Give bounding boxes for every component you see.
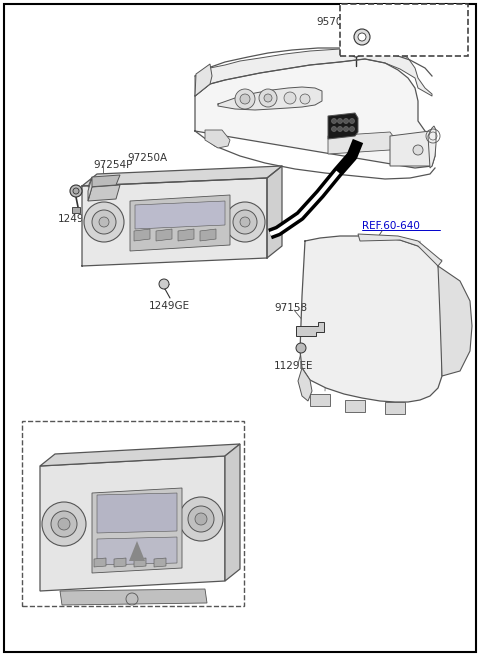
Polygon shape <box>328 132 393 154</box>
Text: 97158: 97158 <box>274 303 307 313</box>
Text: 97254P: 97254P <box>93 160 132 170</box>
Polygon shape <box>60 589 207 605</box>
Polygon shape <box>298 368 312 401</box>
Polygon shape <box>135 201 225 229</box>
Circle shape <box>99 217 109 227</box>
Polygon shape <box>296 322 324 336</box>
Polygon shape <box>134 558 146 567</box>
Polygon shape <box>82 178 267 266</box>
Polygon shape <box>129 541 145 561</box>
Text: 1249GE: 1249GE <box>149 301 190 311</box>
Polygon shape <box>195 48 432 96</box>
Circle shape <box>73 188 79 194</box>
Polygon shape <box>390 131 432 166</box>
Circle shape <box>413 145 423 155</box>
Polygon shape <box>97 537 177 565</box>
Circle shape <box>84 202 124 242</box>
Circle shape <box>259 89 277 107</box>
Polygon shape <box>88 185 120 201</box>
Polygon shape <box>205 130 230 148</box>
Polygon shape <box>310 394 330 406</box>
Circle shape <box>300 94 310 104</box>
Text: 1249EB: 1249EB <box>58 214 98 224</box>
Circle shape <box>349 119 355 123</box>
Polygon shape <box>154 558 166 567</box>
Circle shape <box>195 513 207 525</box>
Text: (BLANKING): (BLANKING) <box>373 12 435 22</box>
Polygon shape <box>358 234 442 266</box>
Polygon shape <box>385 402 405 414</box>
Circle shape <box>332 127 336 131</box>
Circle shape <box>284 92 296 104</box>
Polygon shape <box>40 444 240 466</box>
Circle shape <box>337 119 343 123</box>
Polygon shape <box>328 113 358 139</box>
Circle shape <box>235 89 255 109</box>
Circle shape <box>351 47 361 57</box>
Circle shape <box>354 29 370 45</box>
Polygon shape <box>178 229 194 241</box>
Polygon shape <box>82 166 282 186</box>
Circle shape <box>58 518 70 530</box>
Polygon shape <box>88 175 120 187</box>
Polygon shape <box>267 166 282 258</box>
Circle shape <box>358 33 366 41</box>
Circle shape <box>296 343 306 353</box>
Polygon shape <box>428 126 436 168</box>
Circle shape <box>240 94 250 104</box>
Circle shape <box>70 185 82 197</box>
Circle shape <box>51 511 77 537</box>
FancyBboxPatch shape <box>340 4 468 56</box>
Circle shape <box>188 506 214 532</box>
Circle shape <box>344 119 348 123</box>
Circle shape <box>344 127 348 131</box>
Circle shape <box>42 502 86 546</box>
Polygon shape <box>134 229 150 241</box>
Polygon shape <box>156 229 172 241</box>
Text: 1129EE: 1129EE <box>274 361 313 371</box>
Circle shape <box>179 497 223 541</box>
Text: REF.60-640: REF.60-640 <box>362 221 420 231</box>
Circle shape <box>225 202 265 242</box>
Polygon shape <box>88 177 92 201</box>
Polygon shape <box>92 488 182 573</box>
Text: 97250A: 97250A <box>77 444 117 454</box>
Polygon shape <box>195 59 435 168</box>
Polygon shape <box>345 400 365 412</box>
Polygon shape <box>195 64 212 96</box>
Polygon shape <box>94 558 106 567</box>
Polygon shape <box>130 195 230 251</box>
Polygon shape <box>72 207 80 213</box>
Polygon shape <box>218 87 322 110</box>
Polygon shape <box>300 236 442 402</box>
Circle shape <box>159 279 169 289</box>
Polygon shape <box>225 444 240 581</box>
Text: 97254: 97254 <box>392 32 425 42</box>
Circle shape <box>264 94 272 102</box>
Polygon shape <box>200 229 216 241</box>
FancyBboxPatch shape <box>22 421 244 606</box>
Polygon shape <box>114 558 126 567</box>
Circle shape <box>240 217 250 227</box>
Circle shape <box>92 210 116 234</box>
Text: 97250A: 97250A <box>127 153 167 163</box>
Circle shape <box>337 127 343 131</box>
Circle shape <box>353 49 359 54</box>
Circle shape <box>233 210 257 234</box>
Polygon shape <box>438 266 472 376</box>
Polygon shape <box>97 493 177 533</box>
Polygon shape <box>40 456 225 591</box>
Text: (W/FULL AUTO A/CON): (W/FULL AUTO A/CON) <box>75 428 191 438</box>
Text: 95700A: 95700A <box>316 17 356 27</box>
Circle shape <box>332 119 336 123</box>
Circle shape <box>349 127 355 131</box>
